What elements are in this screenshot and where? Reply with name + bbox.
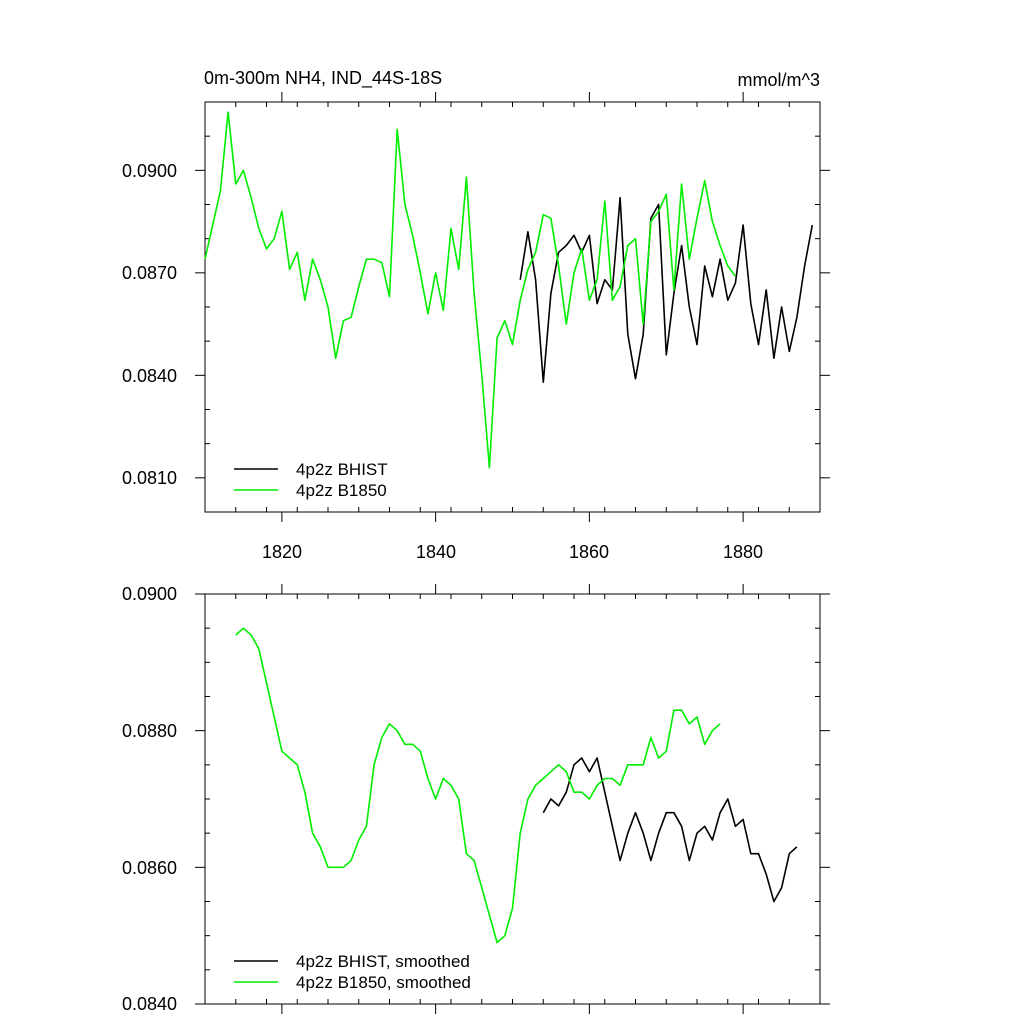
chart-panel-top: 0m-300m NH4, IND_44S-18S mmol/m^3 1820 1… (122, 68, 830, 562)
y-tick-label: 0.0860 (122, 858, 177, 878)
data-series-group (204, 111, 814, 469)
y-tick-labels: 0.0840 0.0860 0.0880 0.0900 (122, 584, 177, 1014)
x-tick-label: 1860 (569, 542, 609, 562)
plot-area (195, 92, 830, 522)
x-tick-labels: 1820 1840 1860 1880 (262, 542, 763, 562)
x-minor-ticks (235, 102, 790, 512)
x-tick-label: 1820 (262, 542, 302, 562)
legend-label-b1850-smoothed: 4p2z B1850, smoothed (296, 973, 471, 992)
series-line-bhist (542, 757, 798, 903)
y-tick-label: 0.0900 (122, 161, 177, 181)
chart-title: 0m-300m NH4, IND_44S-18S (204, 68, 442, 89)
y-tick-label: 0.0810 (122, 468, 177, 488)
legend-label-bhist: 4p2z BHIST (296, 460, 388, 479)
legend: 4p2z BHIST, smoothed 4p2z B1850, smoothe… (234, 952, 471, 992)
data-series-group (235, 627, 798, 944)
legend: 4p2z BHIST 4p2z B1850 (234, 460, 388, 500)
x-tick-label: 1880 (723, 542, 763, 562)
x-minor-ticks (235, 594, 790, 1004)
y-tick-label: 0.0840 (122, 994, 177, 1014)
series-line-b1850 (235, 627, 721, 944)
x-major-ticks (281, 92, 744, 522)
legend-label-bhist-smoothed: 4p2z BHIST, smoothed (296, 952, 470, 971)
series-line-bhist (519, 196, 814, 384)
y-major-ticks (195, 593, 830, 1005)
y-major-ticks (195, 169, 830, 479)
y-minor-ticks (205, 627, 820, 971)
plot-area (195, 584, 830, 1014)
y-tick-label: 0.0870 (122, 263, 177, 283)
y-tick-labels: 0.0810 0.0840 0.0870 0.0900 (122, 161, 177, 488)
units-label: mmol/m^3 (738, 70, 820, 90)
x-tick-label: 1840 (416, 542, 456, 562)
chart-panel-bottom: 0.0840 0.0860 0.0880 0.0900 4p2z BHIST, … (122, 584, 830, 1014)
y-tick-label: 0.0840 (122, 366, 177, 386)
y-minor-ticks (205, 135, 820, 445)
y-tick-label: 0.0880 (122, 721, 177, 741)
x-major-ticks (281, 584, 744, 1014)
y-tick-label: 0.0900 (122, 584, 177, 604)
series-line-b1850 (204, 111, 737, 469)
legend-label-b1850: 4p2z B1850 (296, 481, 387, 500)
plot-frame (204, 101, 821, 513)
